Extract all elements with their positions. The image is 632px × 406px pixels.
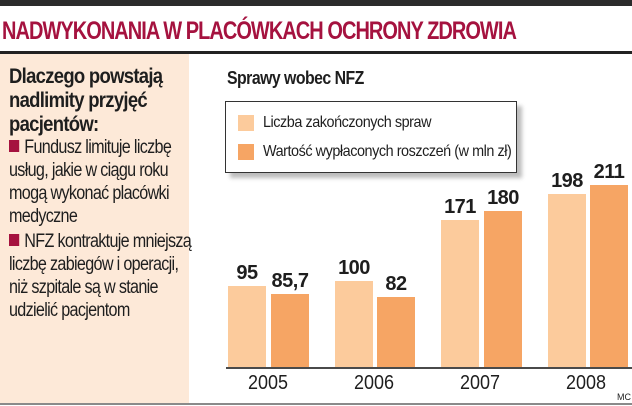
chart-title: Sprawy wobec NFZ bbox=[227, 68, 364, 88]
bottom-rule bbox=[0, 403, 632, 405]
x-tick-2007: 2007 bbox=[459, 372, 501, 394]
bar-2007-cases bbox=[441, 220, 479, 367]
bar-2006-cases bbox=[335, 281, 373, 367]
label-2005-value: 85,7 bbox=[271, 270, 309, 292]
x-tick-2006: 2006 bbox=[353, 372, 395, 394]
label-2006-cases: 100 bbox=[338, 257, 370, 279]
label-2005-cases: 95 bbox=[236, 262, 258, 284]
sidebar-bullet-2: NFZ kontraktuje mniejszą liczbę zabiegów… bbox=[9, 231, 192, 321]
label-2007-value: 180 bbox=[487, 187, 519, 209]
title-rule bbox=[0, 51, 632, 54]
bar-2008-value bbox=[590, 185, 628, 367]
bar-2006-value bbox=[377, 297, 415, 367]
label-2008-cases: 198 bbox=[551, 170, 583, 192]
label-2006-value: 82 bbox=[385, 273, 407, 295]
legend-swatch-dark bbox=[238, 144, 254, 160]
bar-2008-cases bbox=[548, 194, 586, 367]
bullet-square-icon bbox=[9, 234, 20, 246]
sidebar-panel: Dlaczego powstają nadlimity przyjęć pacj… bbox=[0, 54, 192, 403]
legend-item-2: Wartość wypłaconych roszczeń (w mln zł) bbox=[238, 142, 539, 162]
x-tick-2008: 2008 bbox=[565, 372, 607, 394]
x-axis bbox=[226, 367, 632, 369]
top-rule bbox=[0, 0, 632, 6]
bullet-square-icon bbox=[9, 140, 20, 152]
sidebar-heading: Dlaczego powstają nadlimity przyjęć pacj… bbox=[9, 65, 163, 136]
sidebar-bullet-1: Fundusz limituje liczbę usług, jakie w c… bbox=[9, 137, 172, 227]
legend-item-1: Liczba zakończonych spraw bbox=[238, 113, 450, 133]
chart-legend: Liczba zakończonych spraw Wartość wypłac… bbox=[225, 101, 517, 173]
bar-2005-value bbox=[271, 294, 309, 367]
label-2007-cases: 171 bbox=[444, 196, 476, 218]
author-credit: MC bbox=[617, 392, 631, 402]
bar-2007-value bbox=[484, 211, 522, 367]
bar-2005-cases bbox=[228, 286, 266, 367]
label-2008-value: 211 bbox=[593, 161, 625, 183]
legend-swatch-light bbox=[238, 115, 254, 131]
page-title: NADWYKONANIA W PLACÓWKACH OCHRONY ZDROWI… bbox=[2, 17, 517, 45]
x-tick-2005: 2005 bbox=[247, 372, 289, 394]
